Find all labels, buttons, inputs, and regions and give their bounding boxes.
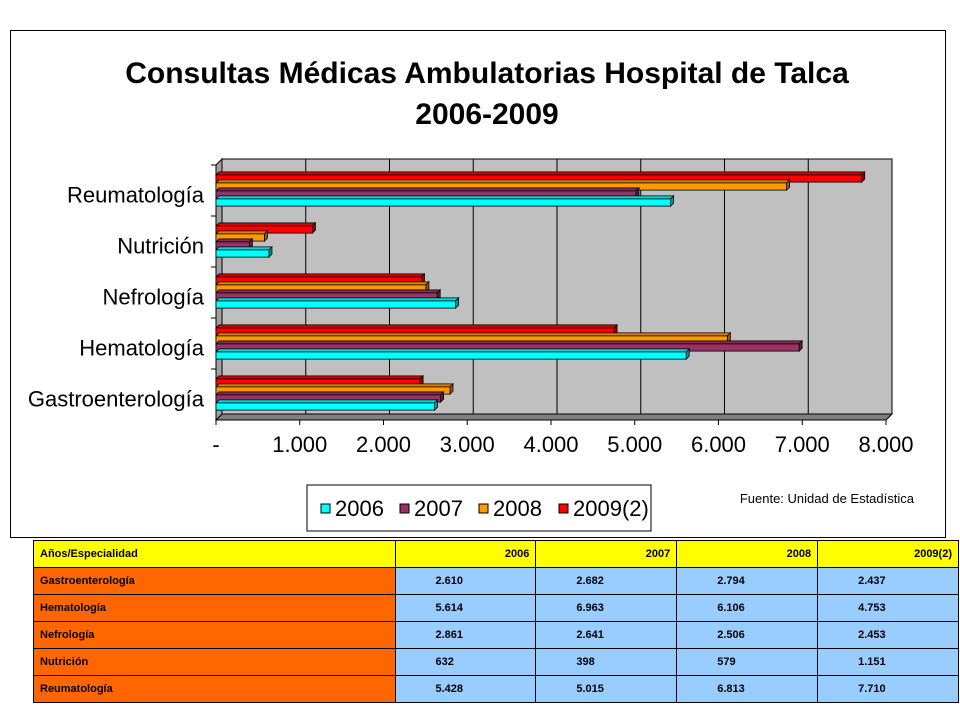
x-tick-label: 7.000 [775, 432, 830, 457]
table-value-cell: 6.106 [676, 594, 819, 622]
category-label: Gastroenterología [28, 387, 205, 412]
table-value-cell: 5.614 [394, 594, 537, 622]
table-value-cell: 2.861 [394, 621, 537, 649]
table-category-cell: Nutrición [33, 648, 396, 676]
table-category-cell: Reumatología [33, 675, 396, 703]
bar-2006-top [215, 297, 460, 302]
plot-floor [214, 413, 894, 421]
category-label: Nefrología [102, 285, 204, 310]
legend-label: 2007 [414, 496, 463, 521]
legend-label: 2009(2) [573, 496, 649, 521]
bar-2006-top [215, 195, 675, 200]
legend-swatch-2008 [478, 503, 489, 514]
x-tick-label: 2.000 [356, 432, 411, 457]
bar-2006 [215, 402, 435, 411]
table-value-cell: 7.710 [817, 675, 959, 703]
bar-2007-top [215, 340, 804, 345]
x-tick-label: 8.000 [858, 432, 913, 457]
table-header-cell: 2009(2) [817, 540, 959, 568]
bar-2007-top [215, 238, 254, 243]
bar-2007-top [215, 187, 640, 192]
table-value-cell: 4.753 [817, 594, 959, 622]
table-row: Nefrología 2.861 2.641 2.506 2.453 [33, 621, 959, 649]
x-tick-label: 1.000 [272, 432, 327, 457]
table-row: Nutrición 632 398 579 1.151 [33, 648, 959, 676]
chart-subtitle: 2006-2009 [415, 98, 558, 131]
table-value-cell: 1.151 [817, 648, 959, 676]
table-row: Hematología 5.614 6.963 6.106 4.753 [33, 594, 959, 622]
table-value-cell: 5.428 [394, 675, 537, 703]
x-tick-label: 4.000 [523, 432, 578, 457]
table-value-cell: 6.813 [676, 675, 819, 703]
legend-label: 2006 [335, 496, 384, 521]
legend-swatch-2006 [320, 503, 331, 514]
table-value-cell: 579 [676, 648, 819, 676]
bar-2006 [215, 249, 270, 258]
table-value-cell: 2.682 [535, 567, 678, 595]
source-note: Fuente: Unidad de Estadística [740, 491, 915, 506]
bar-2008-top [215, 230, 269, 235]
bar-2006-top [215, 399, 439, 404]
table-value-cell: 6.963 [535, 594, 678, 622]
data-table: Años/Especialidad 2006 2007 2008 2009(2)… [33, 540, 959, 703]
table-row: Gastroenterología 2.610 2.682 2.794 2.43… [33, 567, 959, 595]
bar-2006-top [215, 246, 273, 251]
legend-swatch-2007 [399, 503, 410, 514]
bar-2008-top [215, 281, 430, 286]
table-value-cell: 2.641 [535, 621, 678, 649]
bar-2008-top [215, 332, 732, 337]
table-header-cell: 2006 [394, 540, 537, 568]
table-value-cell: 398 [535, 648, 678, 676]
bar-2009(2)-top [215, 222, 317, 227]
table-value-cell: 5.015 [535, 675, 678, 703]
bar-2009(2)-top [215, 273, 426, 278]
category-label: Reumatología [67, 183, 205, 208]
category-label: Hematología [79, 336, 205, 361]
legend: 2006 2007 2008 2009(2) [306, 484, 652, 532]
table-header-cell: Años/Especialidad [33, 540, 396, 568]
table-value-cell: 2.437 [817, 567, 959, 595]
bar-2009(2)-top [215, 375, 425, 380]
bar-2008-top [215, 179, 791, 184]
table-header-cell: 2008 [676, 540, 819, 568]
chart-title: Consultas Médicas Ambulatorias Hospital … [125, 57, 849, 90]
bar-2007-top [215, 289, 442, 294]
x-tick-label: - [212, 432, 219, 457]
plot-area: - 1.000 2.000 3.000 4.000 5.000 6.000 7.000 8.00… [28, 157, 914, 457]
bar-2008-top [215, 383, 454, 388]
table-header-cell: 2007 [535, 540, 678, 568]
table-category-cell: Nefrología [33, 621, 396, 649]
bar-2009(2)-top [215, 171, 866, 176]
bar-2006 [215, 198, 671, 207]
bar-2006 [215, 300, 457, 309]
bar-chart: Consultas Médicas Ambulatorias Hospital … [28, 57, 915, 532]
legend-swatch-2009(2) [558, 503, 569, 514]
legend-label: 2008 [493, 496, 542, 521]
table-category-cell: Gastroenterología [33, 567, 396, 595]
table-value-cell: 632 [394, 648, 537, 676]
table-value-cell: 2.506 [676, 621, 819, 649]
category-label: Nutrición [117, 234, 204, 259]
bar-2006-top [215, 348, 691, 353]
table-value-cell: 2.794 [676, 567, 819, 595]
bar-2007-top [215, 391, 445, 396]
x-tick-label: 5.000 [607, 432, 662, 457]
table-value-cell: 2.453 [817, 621, 959, 649]
table-header-row: Años/Especialidad 2006 2007 2008 2009(2) [33, 540, 959, 568]
x-tick-label: 3.000 [440, 432, 495, 457]
table-category-cell: Hematología [33, 594, 396, 622]
bar-2009(2)-top [215, 324, 619, 329]
chart-frame: Consultas Médicas Ambulatorias Hospital … [10, 30, 946, 538]
x-tick-label: 6.000 [691, 432, 746, 457]
table-value-cell: 2.610 [394, 567, 537, 595]
table-row: Reumatología 5.428 5.015 6.813 7.710 [33, 675, 959, 703]
bar-2006 [215, 351, 687, 360]
